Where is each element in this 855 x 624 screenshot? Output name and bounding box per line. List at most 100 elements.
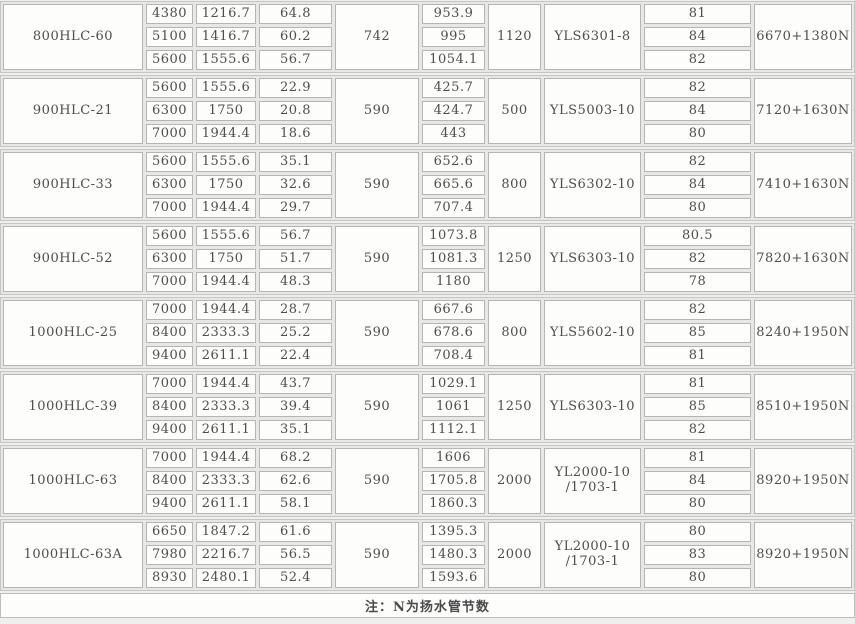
motor-model-cell: YL2000-10 /1703-1 [544, 522, 641, 588]
model-group: 1000HLC-25 7000 1944.4 28.7 667.6 82 8400 2333.… [0, 297, 855, 369]
model-group: 900HLC-52 5600 1555.6 56.7 1073.8 80.5 6300 175… [0, 223, 855, 295]
flow-ls-cell: 1216.7 [196, 4, 256, 24]
head-cell: 29.7 [259, 198, 332, 218]
flow-cell: 4380 [146, 4, 193, 24]
efficiency-cell: 84 [644, 471, 751, 491]
motor-power-cell: 800 [488, 300, 541, 366]
shaft-power-cell: 678.6 [422, 323, 485, 343]
motor-model-cell: YLS6303-10 [544, 374, 641, 440]
flow-ls-cell: 2611.1 [196, 420, 256, 440]
flow-ls-cell: 1555.6 [196, 50, 256, 70]
table-footnote-row: 注：N为扬水管节数 [0, 593, 855, 618]
shaft-power-cell: 443 [422, 124, 485, 144]
motor-power-cell: 2000 [488, 522, 541, 588]
flow-ls-cell: 1944.4 [196, 124, 256, 144]
flow-ls-cell: 1555.6 [196, 226, 256, 246]
motor-model-cell: YLS5602-10 [544, 300, 641, 366]
head-cell: 52.4 [259, 568, 332, 588]
flow-cell: 5600 [146, 78, 193, 98]
flow-cell: 5600 [146, 152, 193, 172]
flow-cell: 8400 [146, 397, 193, 417]
efficiency-cell: 82 [644, 420, 751, 440]
flow-ls-cell: 2333.3 [196, 397, 256, 417]
flow-ls-cell: 2611.1 [196, 346, 256, 366]
efficiency-cell: 78 [644, 272, 751, 292]
flow-ls-cell: 1750 [196, 101, 256, 121]
flow-cell: 7000 [146, 300, 193, 320]
flow-cell: 8400 [146, 323, 193, 343]
shaft-power-cell: 995 [422, 27, 485, 47]
speed-cell: 590 [335, 300, 419, 366]
flow-ls-cell: 1944.4 [196, 198, 256, 218]
length-cell: 6670+1380N [754, 4, 852, 70]
head-cell: 51.7 [259, 249, 332, 269]
flow-ls-cell: 1944.4 [196, 448, 256, 468]
efficiency-cell: 82 [644, 50, 751, 70]
flow-ls-cell: 1750 [196, 175, 256, 195]
flow-cell: 6650 [146, 522, 193, 542]
flow-ls-cell: 2480.1 [196, 568, 256, 588]
head-cell: 18.6 [259, 124, 332, 144]
shaft-power-cell: 425.7 [422, 78, 485, 98]
motor-power-cell: 2000 [488, 448, 541, 514]
model-cell: 1000HLC-63 [3, 448, 143, 514]
shaft-power-cell: 1073.8 [422, 226, 485, 246]
model-group: 1000HLC-63 7000 1944.4 68.2 1606 81 8400 2333.3… [0, 445, 855, 517]
flow-cell: 6300 [146, 175, 193, 195]
shaft-power-cell: 1112.1 [422, 420, 485, 440]
flow-cell: 9400 [146, 346, 193, 366]
flow-cell: 7000 [146, 448, 193, 468]
pump-spec-table: 800HLC-60 4380 1216.7 64.8 953.9 81 5100 1416.7… [0, 1, 855, 591]
flow-cell: 9400 [146, 494, 193, 514]
shaft-power-cell: 1606 [422, 448, 485, 468]
shaft-power-cell: 1054.1 [422, 50, 485, 70]
efficiency-cell: 84 [644, 175, 751, 195]
model-cell: 1000HLC-25 [3, 300, 143, 366]
efficiency-cell: 82 [644, 249, 751, 269]
head-cell: 56.7 [259, 50, 332, 70]
motor-power-cell: 1120 [488, 4, 541, 70]
efficiency-cell: 81 [644, 448, 751, 468]
efficiency-cell: 81 [644, 346, 751, 366]
model-group: 1000HLC-63A 6650 1847.2 61.6 1395.3 80 7980 221… [0, 519, 855, 591]
efficiency-cell: 85 [644, 397, 751, 417]
efficiency-cell: 82 [644, 78, 751, 98]
shaft-power-cell: 424.7 [422, 101, 485, 121]
head-cell: 43.7 [259, 374, 332, 394]
length-cell: 7820+1630N [754, 226, 852, 292]
shaft-power-cell: 707.4 [422, 198, 485, 218]
efficiency-cell: 84 [644, 27, 751, 47]
head-cell: 25.2 [259, 323, 332, 343]
shaft-power-cell: 667.6 [422, 300, 485, 320]
flow-ls-cell: 1416.7 [196, 27, 256, 47]
flow-ls-cell: 1750 [196, 249, 256, 269]
head-cell: 35.1 [259, 420, 332, 440]
length-cell: 7120+1630N [754, 78, 852, 144]
shaft-power-cell: 652.6 [422, 152, 485, 172]
head-cell: 22.4 [259, 346, 332, 366]
efficiency-cell: 80.5 [644, 226, 751, 246]
efficiency-cell: 80 [644, 522, 751, 542]
speed-cell: 742 [335, 4, 419, 70]
flow-ls-cell: 1847.2 [196, 522, 256, 542]
head-cell: 60.2 [259, 27, 332, 47]
model-group: 1000HLC-39 7000 1944.4 43.7 1029.1 81 8400 2333… [0, 371, 855, 443]
motor-power-cell: 1250 [488, 226, 541, 292]
speed-cell: 590 [335, 522, 419, 588]
length-cell: 8240+1950N [754, 300, 852, 366]
motor-power-cell: 1250 [488, 374, 541, 440]
flow-cell: 8400 [146, 471, 193, 491]
head-cell: 35.1 [259, 152, 332, 172]
flow-ls-cell: 1555.6 [196, 78, 256, 98]
motor-model-cell: YLS6302-10 [544, 152, 641, 218]
efficiency-cell: 80 [644, 198, 751, 218]
flow-ls-cell: 2611.1 [196, 494, 256, 514]
motor-model-cell: YLS6301-8 [544, 4, 641, 70]
model-group: 900HLC-33 5600 1555.6 35.1 652.6 82 6300 1750 32… [0, 149, 855, 221]
flow-ls-cell: 1555.6 [196, 152, 256, 172]
flow-cell: 7980 [146, 545, 193, 565]
head-cell: 48.3 [259, 272, 332, 292]
length-cell: 7410+1630N [754, 152, 852, 218]
motor-model-cell: YLS5003-10 [544, 78, 641, 144]
efficiency-cell: 81 [644, 4, 751, 24]
